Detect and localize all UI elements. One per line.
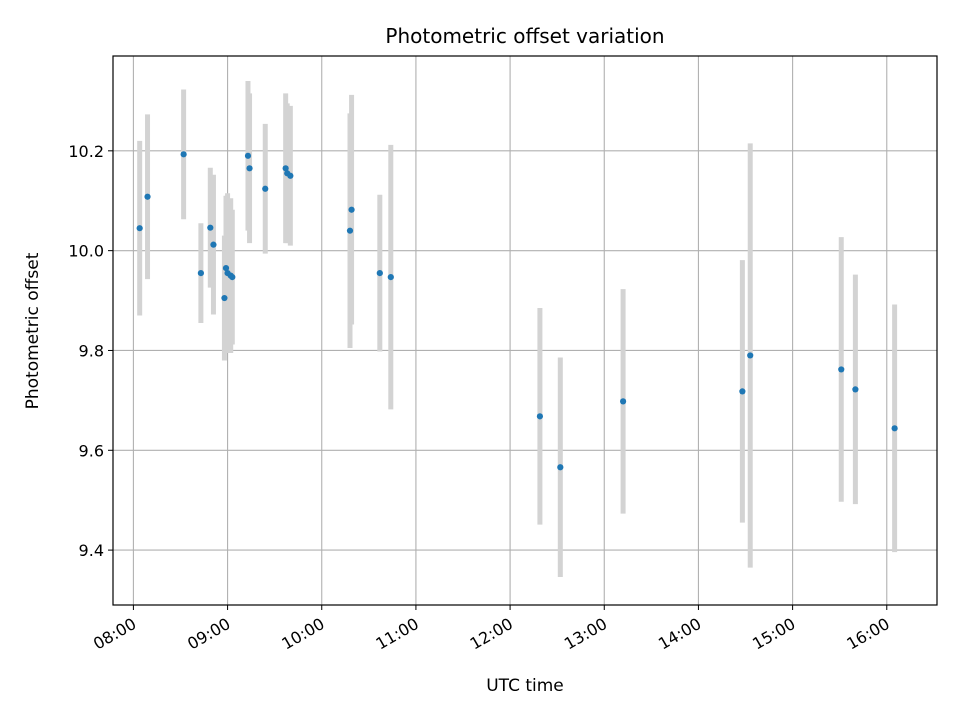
data-point	[536, 413, 544, 420]
data-point	[346, 227, 354, 234]
data-point	[557, 464, 564, 471]
data-point	[229, 273, 236, 281]
data-points	[136, 151, 898, 471]
data-point	[244, 152, 252, 159]
y-tick-label: 10.2	[68, 142, 104, 161]
y-axis-ticks: 9.4 9.6 9.8 10.0 10.2	[68, 142, 113, 560]
x-tick-label: 16:00	[843, 614, 892, 654]
data-point	[144, 193, 151, 200]
data-point	[221, 294, 228, 302]
x-tick-label: 08:00	[90, 614, 139, 654]
y-tick-label: 9.4	[79, 541, 104, 560]
data-point	[852, 386, 859, 393]
y-axis-label: Photometric offset	[23, 252, 43, 409]
x-axis-label: UTC time	[486, 676, 564, 696]
error-bars	[137, 80, 898, 578]
data-point	[136, 225, 143, 232]
x-tick-label: 14:00	[655, 614, 704, 654]
x-tick-label: 15:00	[749, 614, 798, 654]
data-point	[262, 185, 269, 192]
x-tick-label: 11:00	[372, 614, 421, 654]
data-point	[180, 151, 187, 158]
plot-frame	[112, 55, 938, 606]
data-point	[747, 352, 754, 359]
x-tick-label: 13:00	[561, 614, 610, 654]
data-point	[387, 273, 394, 281]
data-point	[197, 270, 204, 277]
y-tick-label: 9.8	[79, 341, 104, 360]
data-point	[207, 224, 214, 231]
data-point	[210, 241, 217, 248]
data-point	[287, 172, 294, 179]
data-point	[246, 165, 253, 172]
y-tick-label: 9.6	[79, 441, 104, 460]
data-point	[348, 206, 355, 213]
data-point	[222, 265, 230, 272]
chart-title: Photometric offset variation	[385, 24, 664, 48]
data-point	[838, 366, 845, 373]
data-point	[282, 165, 289, 172]
x-axis-ticks: 08:00 09:00 10:00 11:00 12:00 13:00 14:00 15:00…	[90, 605, 893, 654]
y-tick-label: 10.0	[68, 242, 104, 261]
x-tick-label: 09:00	[184, 614, 233, 654]
data-point	[739, 388, 746, 395]
grid-lines	[113, 56, 937, 605]
data-point	[891, 425, 898, 432]
x-tick-label: 12:00	[467, 614, 516, 654]
data-point	[619, 398, 627, 405]
data-point	[376, 270, 383, 277]
x-tick-label: 10:00	[278, 614, 327, 654]
